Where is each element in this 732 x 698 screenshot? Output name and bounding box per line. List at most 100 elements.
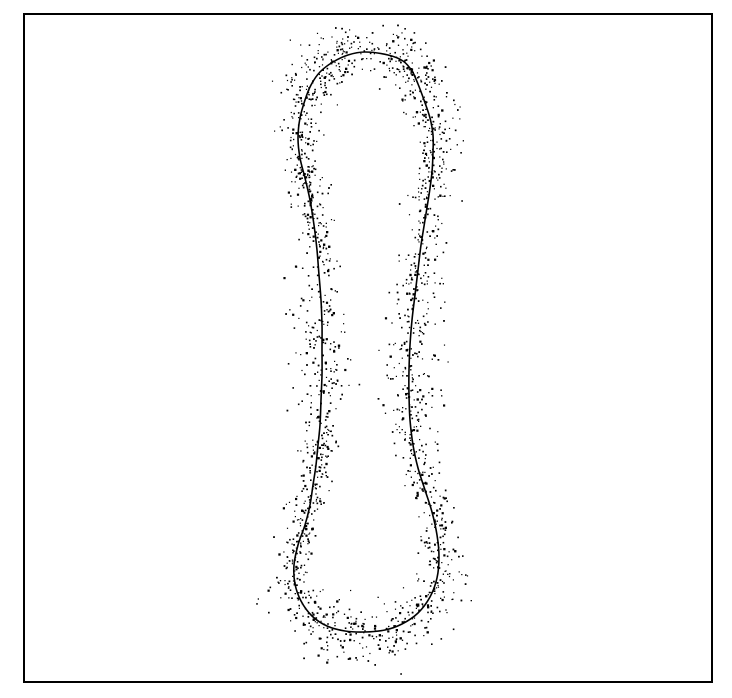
scatter-point (392, 636, 394, 638)
scatter-point (434, 543, 436, 546)
scatter-point (326, 231, 329, 234)
scatter-point (434, 519, 436, 521)
scatter-point (418, 220, 420, 222)
scatter-point (316, 205, 319, 208)
scatter-point (388, 291, 391, 294)
scatter-point (452, 548, 455, 551)
scatter-point (411, 279, 414, 281)
scatter-point (429, 81, 431, 83)
scatter-point (411, 229, 413, 231)
scatter-point (331, 60, 333, 62)
scatter-point (300, 118, 302, 120)
scatter-point (398, 254, 400, 257)
scatter-point (317, 415, 320, 418)
scatter-point (395, 60, 397, 62)
scatter-point (309, 532, 311, 534)
scatter-point (331, 480, 333, 483)
scatter-point (332, 312, 335, 315)
scatter-point (304, 509, 307, 512)
scatter-point (343, 323, 345, 325)
scatter-point (416, 429, 419, 432)
scatter-point (318, 394, 320, 396)
scatter-point (446, 612, 448, 614)
scatter-point (299, 591, 303, 594)
scatter-point (433, 501, 435, 504)
scatter-point (284, 169, 286, 171)
scatter-point (288, 597, 290, 599)
scatter-point (322, 207, 324, 209)
scatter-point (436, 542, 438, 544)
scatter-point (414, 41, 416, 44)
scatter-point (427, 321, 429, 323)
scatter-point (323, 272, 326, 274)
scatter-point (325, 258, 328, 261)
scatter-point (390, 58, 393, 61)
scatter-point (409, 631, 411, 633)
scatter-point (308, 185, 310, 187)
scatter-point (430, 130, 433, 133)
scatter-point (404, 37, 406, 40)
scatter-point (396, 34, 398, 37)
scatter-point (389, 70, 391, 72)
scatter-point (311, 611, 314, 614)
scatter-point (328, 260, 331, 262)
scatter-point (407, 68, 409, 70)
scatter-point (406, 44, 408, 46)
scatter-point (336, 104, 338, 106)
scatter-point (435, 96, 437, 98)
scatter-point (414, 116, 416, 118)
scatter-point (307, 601, 310, 604)
scatter-point (306, 59, 309, 61)
scatter-point (450, 148, 452, 150)
scatter-point (276, 576, 278, 579)
scatter-point (329, 348, 332, 351)
scatter-point (308, 91, 310, 94)
contour-curve (292, 51, 440, 633)
scatter-point (291, 563, 293, 565)
scatter-point (315, 340, 317, 342)
scatter-point (312, 235, 315, 238)
scatter-point (439, 508, 441, 510)
scatter-point (314, 357, 317, 360)
scatter-point (424, 121, 427, 123)
scatter-point (304, 484, 307, 488)
scatter-point (395, 454, 397, 457)
scatter-point (292, 145, 294, 147)
scatter-point (300, 545, 302, 548)
scatter-point (388, 637, 390, 639)
scatter-point (308, 137, 310, 140)
scatter-point (434, 237, 436, 239)
scatter-point (299, 136, 301, 139)
scatter-point (307, 174, 309, 177)
scatter-point (390, 378, 392, 380)
scatter-point (326, 476, 329, 478)
scatter-point (391, 650, 394, 653)
scatter-point (298, 604, 300, 607)
scatter-point (444, 120, 447, 123)
scatter-point (319, 185, 321, 187)
scatter-point (432, 557, 435, 560)
scatter-point (441, 598, 444, 602)
scatter-point (319, 466, 322, 469)
scatter-point (320, 337, 322, 339)
scatter-point (399, 87, 401, 89)
scatter-point (301, 535, 304, 537)
scatter-point (425, 66, 428, 69)
scatter-point (296, 597, 299, 600)
scatter-point (367, 660, 370, 662)
scatter-point (336, 82, 339, 85)
scatter-point (340, 385, 343, 387)
scatter-point (314, 483, 316, 486)
scatter-point (316, 385, 318, 387)
scatter-point (435, 559, 437, 562)
scatter-point (440, 307, 442, 309)
scatter-point (430, 618, 432, 620)
scatter-point (330, 370, 332, 372)
scatter-point (414, 50, 416, 52)
scatter-point (323, 310, 326, 312)
scatter-point (418, 449, 421, 451)
scatter-point (308, 284, 311, 287)
scatter-point (419, 236, 421, 238)
scatter-point (307, 138, 309, 140)
scatter-point (415, 604, 418, 606)
